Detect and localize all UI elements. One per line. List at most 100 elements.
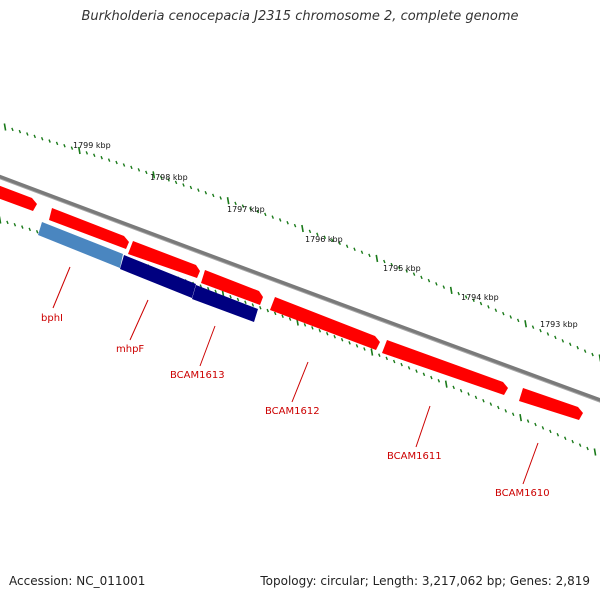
tick-mark [77,146,81,155]
tick-mark [145,170,148,175]
tick-mark [33,134,36,139]
tick-mark [159,175,163,180]
tick-mark [554,335,557,340]
tick-mark [323,235,327,240]
tick-mark [489,402,493,406]
tick-mark [405,269,408,273]
tick-mark [534,422,537,427]
tick-mark [152,171,156,179]
tick-mark [137,168,141,172]
tick-mark [378,353,381,357]
tick-mark [583,349,587,353]
gene-arrow[interactable] [0,184,37,211]
tick-mark [586,446,589,451]
tick-mark [226,197,230,205]
tick-mark [70,146,74,150]
tick-mark [504,409,507,413]
tick-mark [219,196,222,200]
gene-arrow[interactable] [519,388,583,420]
tick-mark [266,308,269,313]
tick-mark [420,275,423,280]
tick-mark [556,433,560,437]
accession-text: Accession: NC_011001 [9,574,146,588]
tick-mark [511,412,515,416]
tick-mark [26,132,29,136]
tick-mark [130,165,133,170]
tick-mark [561,339,565,343]
tick-mark [449,286,453,294]
tick-mark [326,332,329,336]
kbp-label: 1797 kbp [227,205,265,214]
gene-arrow[interactable] [49,208,129,249]
tick-mark [355,344,359,348]
tick-mark [430,375,433,380]
tick-mark [48,139,51,143]
tick-mark [576,345,579,350]
tick-mark [115,160,118,165]
tick-mark [467,392,470,396]
gene-arrow[interactable] [270,297,380,350]
tick-mark [107,158,111,162]
tick-mark [236,297,240,302]
gene-arrow[interactable] [38,222,123,268]
gene-label-mhpf: mhpF [116,344,144,355]
tick-mark [11,127,14,132]
tick-mark [21,225,24,229]
tick-mark [207,286,210,291]
tick-mark [244,300,247,304]
tick-mark [28,227,31,232]
tick-mark [174,180,178,185]
tick-mark [564,436,567,440]
tick-mark [363,347,366,351]
tick-mark [281,314,284,319]
gene-label-bcam1613: BCAM1613 [170,370,225,381]
gene-arrow[interactable] [120,255,196,298]
tick-mark [524,320,528,328]
tick-mark [497,405,500,410]
tick-mark [502,311,505,316]
tick-mark [452,385,455,390]
tick-mark [288,317,292,321]
tick-mark [6,220,9,225]
gene-label-bcam1612: BCAM1612 [265,406,320,417]
gene-arrow[interactable] [192,285,258,322]
gene-arrow[interactable] [382,340,508,395]
tick-mark [303,323,307,327]
reverse-genes [38,222,258,322]
tick-mark [593,448,597,456]
kbp-label: 1793 kbp [540,320,578,329]
tick-mark [422,372,426,377]
tick-mark [271,215,274,219]
tick-mark [457,291,460,296]
tick-mark [526,419,530,423]
tick-mark [214,289,217,294]
tick-mark [338,241,341,245]
gene-arrow[interactable] [128,241,200,278]
tick-mark [93,153,96,158]
kbp-label: 1798 kbp [150,173,188,182]
tick-mark [189,185,193,190]
tick-mark [571,439,574,444]
tick-mark [63,144,66,148]
map-title: Burkholderia cenocepacia J2315 chromosom… [81,9,519,24]
tick-mark [3,123,7,131]
tick-mark [311,326,314,330]
gene-arrow[interactable] [201,270,263,305]
tick-mark [392,359,396,364]
tick-mark [264,212,267,217]
tick-mark [340,338,344,342]
tick-mark [308,229,312,234]
tick-mark [531,325,535,329]
tick-mark [249,207,252,211]
kbp-label: 1799 kbp [73,141,111,150]
tick-mark [353,247,356,251]
tick-mark [316,232,319,237]
tick-mark [549,429,552,434]
tick-mark [256,209,260,214]
tick-mark [437,379,441,383]
tick-mark [35,230,39,234]
tick-mark [516,318,520,323]
tick-mark [459,388,463,393]
tick-mark [182,183,185,187]
